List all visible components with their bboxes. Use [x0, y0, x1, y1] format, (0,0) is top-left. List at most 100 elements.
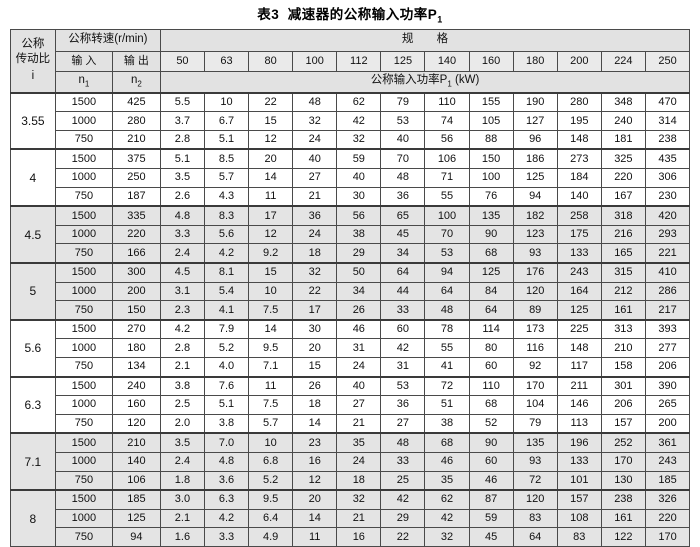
- input-speed-cell: 750: [54, 300, 113, 321]
- power-cell-140: 35: [424, 470, 470, 491]
- power-cell-63: 4.3: [203, 186, 250, 207]
- table-row: 5 1500 300 4.5 8.1 15 32 50 64 94 125 176 243 315 410: [9, 262, 691, 321]
- power-cell-224: 318: [600, 205, 646, 226]
- power-cell-100: 18: [292, 395, 338, 415]
- power-rating-table: 公称 传动比 i 公称转速(r/min) 规 格 输 入 输 出 50 63 8…: [9, 28, 691, 547]
- input-speed-cell: 1000: [54, 281, 113, 302]
- power-cell-180: 135: [512, 432, 558, 453]
- table-row: 4 1500 375 5.1 8.5 20 40 59 70 106 150 186 273 325 435: [9, 148, 691, 207]
- power-cell-180: 182: [512, 205, 558, 226]
- power-cell-160: 46: [468, 470, 514, 491]
- header-spec: 规 格: [159, 28, 691, 52]
- power-cell-250: 286: [644, 281, 691, 302]
- power-cell-112: 27: [336, 395, 382, 415]
- header-input-label: 输 入: [71, 54, 97, 67]
- input-speed-cell: 750: [54, 527, 113, 547]
- table-row: 6.3 1500 240 3.8 7.6 11 26 40 53 72 110 170 211 301 39…: [9, 375, 691, 434]
- output-speed-cell: 280: [111, 111, 161, 131]
- power-cell-112: 40: [336, 168, 382, 188]
- table-body: 3.55 1500 425 5.5 10 22 48 62 79 110 155 190 280 348 4…: [9, 91, 691, 547]
- power-cell-140: 110: [424, 91, 470, 113]
- power-cell-112: 38: [336, 224, 382, 245]
- table-row: 1000 200 3.1 5.4 10 22 34 44 64 84 120 164 212 286: [10, 281, 691, 302]
- power-cell-140: 32: [424, 527, 470, 547]
- power-cell-50: 4.2: [159, 318, 205, 340]
- header-output-label: 输 出: [123, 54, 149, 67]
- power-cell-200: 148: [556, 129, 602, 150]
- power-cell-100: 27: [292, 168, 338, 188]
- power-cell-125: 29: [380, 508, 426, 529]
- table-row: 5.6 1500 270 4.2 7.9 14 30 46 60 78 114 173 225 313 39…: [9, 318, 691, 378]
- table-row: 3.55 1500 425 5.5 10 22 48 62 79 110 155 190 280 348 4…: [9, 91, 691, 150]
- power-cell-180: 83: [512, 508, 558, 529]
- power-cell-100: 32: [292, 262, 338, 283]
- power-cell-63: 8.3: [203, 205, 250, 226]
- power-cell-63: 7.6: [203, 375, 250, 397]
- power-cell-125: 22: [380, 527, 426, 547]
- power-cell-112: 32: [336, 489, 382, 510]
- power-cell-224: 122: [600, 527, 646, 547]
- power-cell-50: 2.4: [159, 451, 205, 472]
- power-cell-50: 3.3: [159, 224, 205, 245]
- power-cell-224: 170: [600, 451, 646, 472]
- power-cell-224: 315: [600, 262, 646, 283]
- input-speed-cell: 1000: [54, 224, 113, 245]
- power-cell-140: 94: [424, 262, 470, 283]
- power-cell-224: 157: [600, 413, 646, 434]
- power-cell-100: 20: [292, 338, 338, 358]
- power-cell-140: 53: [424, 243, 470, 264]
- power-cell-180: 125: [512, 168, 558, 188]
- power-cell-200: 243: [556, 262, 602, 283]
- power-cell-125: 27: [380, 413, 426, 434]
- ratio-cell: 8: [9, 489, 56, 547]
- power-cell-160: 135: [468, 205, 514, 226]
- power-cell-50: 3.5: [159, 168, 205, 188]
- power-cell-180: 173: [512, 318, 558, 340]
- ratio-cell: 3.55: [9, 91, 56, 150]
- power-cell-200: 280: [556, 91, 602, 113]
- output-speed-cell: 180: [111, 338, 161, 358]
- power-cell-160: 87: [468, 489, 514, 510]
- output-speed-cell: 375: [111, 148, 161, 170]
- power-cell-160: 125: [468, 262, 514, 283]
- input-speed-cell: 750: [54, 129, 113, 150]
- power-cell-224: 252: [600, 432, 646, 453]
- power-cell-180: 120: [512, 281, 558, 302]
- power-cell-50: 2.1: [159, 508, 205, 529]
- power-cell-80: 5.2: [248, 470, 294, 491]
- power-cell-180: 96: [512, 129, 558, 150]
- power-cell-160: 105: [468, 111, 514, 131]
- power-cell-140: 72: [424, 375, 470, 397]
- power-cell-160: 100: [468, 168, 514, 188]
- power-cell-50: 5.5: [159, 91, 205, 113]
- page-root: 表3 减速器的公称输入功率P1 公称 传动比 i 公称转速(r/min) 规 格…: [9, 7, 691, 547]
- power-cell-125: 36: [380, 186, 426, 207]
- power-cell-50: 5.1: [159, 148, 205, 170]
- header-power-unit: 公称输入功率P1 (kW): [159, 70, 691, 94]
- power-cell-224: 216: [600, 224, 646, 245]
- power-cell-63: 7.0: [203, 432, 250, 453]
- size-header-8: 180: [512, 50, 558, 72]
- power-cell-112: 56: [336, 205, 382, 226]
- power-cell-112: 34: [336, 281, 382, 302]
- power-cell-224: 165: [600, 243, 646, 264]
- header-output-symbol: n2: [111, 70, 161, 94]
- size-header-11: 250: [644, 50, 691, 72]
- power-cell-50: 2.1: [159, 356, 205, 378]
- power-cell-80: 12: [248, 224, 294, 245]
- table-row: 1000 140 2.4 4.8 6.8 16 24 33 46 60 93 133 170 243: [10, 451, 691, 472]
- title-subscript: 1: [437, 14, 443, 25]
- power-cell-250: 306: [644, 168, 691, 188]
- power-cell-160: 52: [468, 413, 514, 434]
- output-speed-cell: 160: [111, 395, 161, 415]
- power-cell-250: 217: [644, 300, 691, 321]
- power-cell-250: 435: [644, 148, 691, 170]
- power-cell-140: 71: [424, 168, 470, 188]
- power-cell-224: 238: [600, 489, 646, 510]
- power-cell-180: 72: [512, 470, 558, 491]
- power-cell-63: 8.1: [203, 262, 250, 283]
- output-speed-cell: 187: [111, 186, 161, 207]
- power-cell-80: 14: [248, 168, 294, 188]
- power-cell-160: 60: [468, 356, 514, 378]
- table-row: 750 134 2.1 4.0 7.1 15 24 31 41 60 92 117 158 206: [10, 356, 691, 378]
